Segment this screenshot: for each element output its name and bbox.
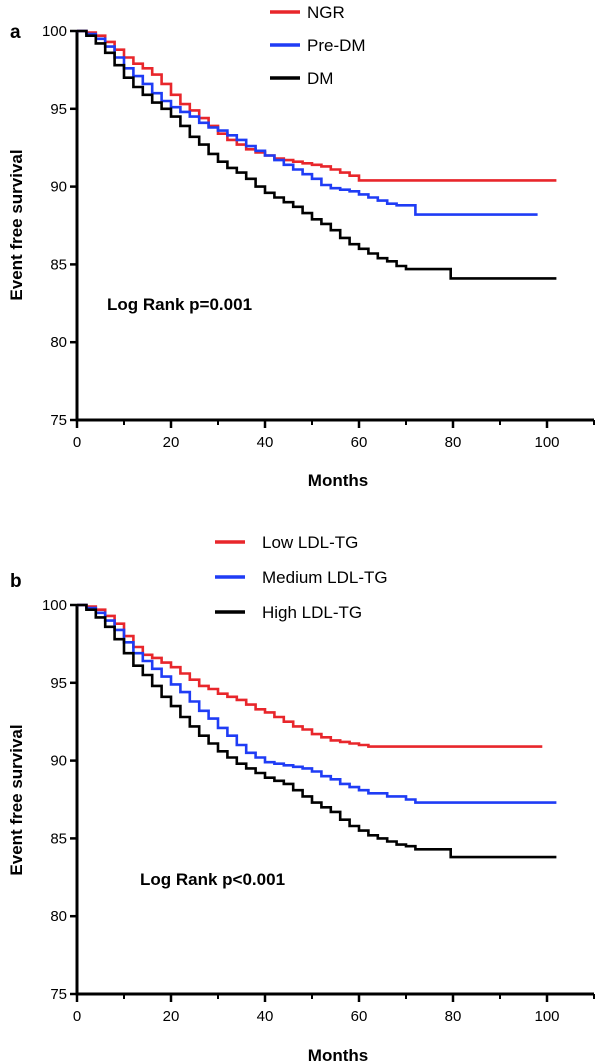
series-line-low-ldl-tg xyxy=(77,603,543,748)
x-tick-label: 60 xyxy=(351,434,368,451)
series-line-pre-dm xyxy=(77,29,538,216)
x-tick-label: 80 xyxy=(445,434,462,451)
x-tick-label: 100 xyxy=(534,434,559,451)
y-tick-label: 85 xyxy=(50,256,67,273)
y-axis-title: Event free survival xyxy=(7,724,26,875)
y-tick-label: 95 xyxy=(50,675,67,692)
y-tick-label: 75 xyxy=(50,986,67,1003)
legend-label: DM xyxy=(307,69,333,88)
chart-panel-a: 75 80 85 90 95 100 0 20 40 60 80 100 Months Event fre… xyxy=(7,3,595,490)
log-rank-annotation: Log Rank p=0.001 xyxy=(107,295,252,314)
y-tick-label: 85 xyxy=(50,830,67,847)
y-tick-label: 100 xyxy=(42,23,67,40)
legend-label: Low LDL-TG xyxy=(262,533,358,552)
y-tick-label: 100 xyxy=(42,597,67,614)
x-tick-label: 60 xyxy=(351,1008,368,1025)
x-tick-label: 20 xyxy=(163,434,180,451)
x-tick-label: 0 xyxy=(73,1008,81,1025)
chart-panel-b: 75 80 85 90 95 100 0 20 40 60 80 100 Months Event fre… xyxy=(7,533,595,1064)
legend-label: Medium LDL-TG xyxy=(262,568,388,587)
y-tick-label: 95 xyxy=(50,101,67,118)
y-tick-label: 80 xyxy=(50,334,67,351)
panel-label: a xyxy=(10,22,21,43)
y-tick-label: 90 xyxy=(50,179,67,196)
y-axis-title: Event free survival xyxy=(7,149,26,300)
x-tick-label: 100 xyxy=(534,1008,559,1025)
x-tick-label: 40 xyxy=(257,434,274,451)
x-axis-title: Months xyxy=(308,1046,368,1064)
y-tick-label: 80 xyxy=(50,908,67,925)
series-line-ngr xyxy=(77,29,557,182)
x-tick-label: 20 xyxy=(163,1008,180,1025)
x-axis-title: Months xyxy=(308,471,368,490)
series-line-dm xyxy=(77,29,557,280)
legend-label: NGR xyxy=(307,3,345,22)
y-tick-label: 90 xyxy=(50,753,67,770)
y-tick-label: 75 xyxy=(50,412,67,429)
legend-label: High LDL-TG xyxy=(262,603,362,622)
x-tick-label: 40 xyxy=(257,1008,274,1025)
log-rank-annotation: Log Rank p<0.001 xyxy=(140,870,285,889)
panel-label: b xyxy=(10,571,22,592)
legend-label: Pre-DM xyxy=(307,36,366,55)
series-line-high-ldl-tg xyxy=(77,603,557,859)
x-tick-label: 0 xyxy=(73,434,81,451)
x-tick-label: 80 xyxy=(445,1008,462,1025)
series-line-medium-ldl-tg xyxy=(77,603,557,804)
